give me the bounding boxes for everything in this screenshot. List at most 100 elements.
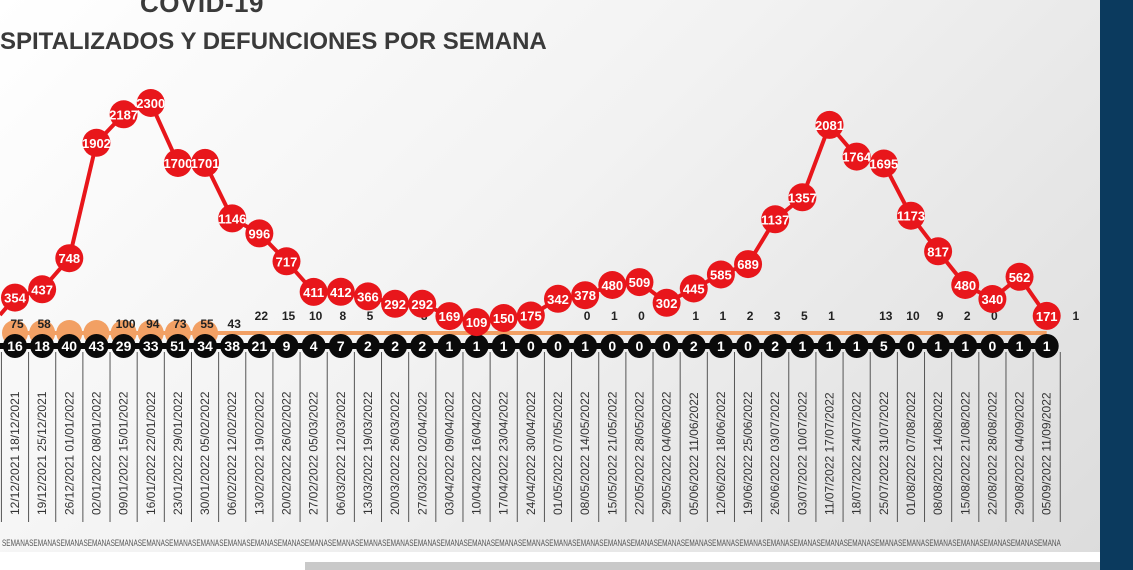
orange-data-label: 2 (964, 309, 971, 323)
deaths-marker (546, 334, 570, 358)
week-footer-label: SEMANA (626, 538, 653, 548)
deaths-data-label: 2 (771, 338, 779, 354)
hospitalized-data-label: 1146 (218, 211, 246, 226)
deaths-data-label: 1 (826, 338, 834, 354)
week-footer-label: SEMANA (355, 538, 382, 548)
deaths-marker (84, 334, 109, 358)
hospitalized-marker (734, 250, 763, 279)
hospitalized-data-label: 2187 (109, 107, 138, 122)
hospitalized-data-label: 1902 (82, 136, 111, 151)
orange-data-label: 73 (173, 317, 187, 331)
deaths-marker (30, 334, 55, 358)
week-footer-label: SEMANA (382, 538, 409, 548)
orange-data-label: 22 (255, 309, 269, 323)
x-tick-label: 01/05/2022 07/05/2022 (551, 391, 565, 515)
week-footer-label: SEMANA (491, 538, 518, 548)
x-tick-label: 13/02/2022 19/02/2022 (252, 391, 266, 515)
hospitalized-marker (218, 204, 247, 233)
deaths-marker (817, 334, 842, 358)
hospitalized-marker (978, 285, 1007, 313)
week-footer-label: SEMANA (681, 538, 708, 548)
week-footer-label: SEMANA (898, 538, 925, 548)
hospitalized-marker (571, 281, 600, 310)
x-tick-label: 20/02/2022 26/02/2022 (280, 391, 294, 515)
hospitalized-marker (516, 301, 545, 330)
deaths-marker (1034, 334, 1059, 358)
hospitalized-data-label: 445 (683, 282, 705, 297)
x-tick-label: 09/01/2022 15/01/2022 (117, 391, 131, 515)
hospitalized-marker (679, 274, 708, 303)
x-tick-label: 16/01/2022 22/01/2022 (144, 391, 158, 515)
deaths-data-label: 34 (197, 338, 213, 354)
deaths-data-label: 1 (581, 338, 589, 354)
week-footer-label: SEMANA (708, 538, 735, 548)
week-footer-label: SEMANA (1034, 538, 1061, 548)
hospitalized-data-label: 292 (384, 297, 406, 312)
x-tick-label: 19/06/2022 25/06/2022 (741, 391, 755, 515)
orange-data-label: 0 (638, 309, 645, 323)
deaths-marker (437, 334, 462, 358)
scroll-track[interactable] (305, 562, 1100, 570)
hospitalized-series-line (0, 100, 1049, 325)
line-chart: 12/12/2021 18/12/2021 19/12/2021 25/12/20… (0, 89, 1080, 548)
hospitalized-data-label: 366 (357, 289, 379, 304)
deaths-marker (953, 334, 978, 358)
hospitalized-marker (28, 275, 57, 304)
orange-data-label: 3 (774, 309, 781, 323)
deaths-marker (165, 334, 190, 358)
deaths-data-label: 1 (934, 338, 942, 354)
x-tick-label: 05/06/2022 11/06/2022 (687, 392, 701, 515)
x-tick-label: 11/07/2022 17/07/2022 (823, 392, 837, 515)
deaths-marker (220, 334, 245, 358)
hospitalized-data-label: 689 (737, 257, 759, 272)
deaths-data-label: 0 (907, 338, 915, 354)
orange-data-label: 8 (339, 309, 346, 323)
hospitalized-marker (842, 142, 871, 171)
hospitalized-data-label: 437 (31, 282, 53, 297)
x-tick-label: 17/04/2022 23/04/2022 (497, 391, 511, 515)
deaths-data-label: 0 (608, 338, 616, 354)
deaths-marker (410, 334, 435, 358)
deaths-data-label: 38 (224, 338, 240, 354)
hospitalized-data-label: 292 (411, 297, 433, 312)
deaths-marker (355, 334, 380, 358)
chart-title-line1: COVID-19 (140, 0, 264, 18)
week-footer-label: SEMANA (952, 538, 979, 548)
hospitalized-marker (924, 237, 953, 266)
deaths-marker (274, 334, 299, 358)
deaths-marker (871, 334, 896, 358)
week-footer-label: SEMANA (111, 538, 138, 548)
orange-data-label: 9 (937, 309, 944, 323)
week-footer-label: SEMANA (817, 538, 844, 548)
deaths-marker (627, 334, 652, 358)
deaths-marker (193, 334, 218, 358)
deaths-marker (790, 334, 815, 358)
hospitalized-marker (191, 148, 220, 177)
deaths-marker (138, 334, 163, 358)
hospitalized-data-label: 1701 (191, 156, 220, 171)
orange-data-label: 1 (692, 309, 699, 323)
deaths-data-label: 21 (252, 338, 268, 354)
week-footer-label: SEMANA (545, 538, 572, 548)
orange-data-label: 10 (309, 309, 323, 323)
week-footer-label: SEMANA (871, 538, 898, 548)
deaths-data-label: 1 (961, 338, 969, 354)
deaths-marker (247, 334, 272, 358)
deaths-data-label: 2 (364, 338, 372, 354)
hospitalized-data-label: 585 (710, 268, 732, 283)
hospitalized-marker (1005, 262, 1034, 291)
hospitalized-marker (381, 289, 410, 318)
deaths-marker (518, 334, 543, 358)
hospitalized-marker (163, 149, 192, 177)
hospitalized-data-label: 1700 (163, 156, 192, 171)
deaths-data-label: 33 (143, 338, 159, 354)
hospitalized-data-label: 480 (954, 278, 976, 293)
deaths-marker (926, 334, 951, 358)
hospitalized-data-label: 109 (466, 315, 488, 330)
x-tick-label: 05/09/2022 11/09/2022 (1040, 392, 1054, 515)
week-footer-label: SEMANA (246, 538, 273, 548)
x-tick-label: 06/02/2022 12/02/2022 (225, 391, 239, 515)
hospitalized-marker (1, 283, 29, 312)
x-tick-label: 03/04/2022 09/04/2022 (442, 391, 456, 515)
deaths-marker (1007, 334, 1032, 358)
